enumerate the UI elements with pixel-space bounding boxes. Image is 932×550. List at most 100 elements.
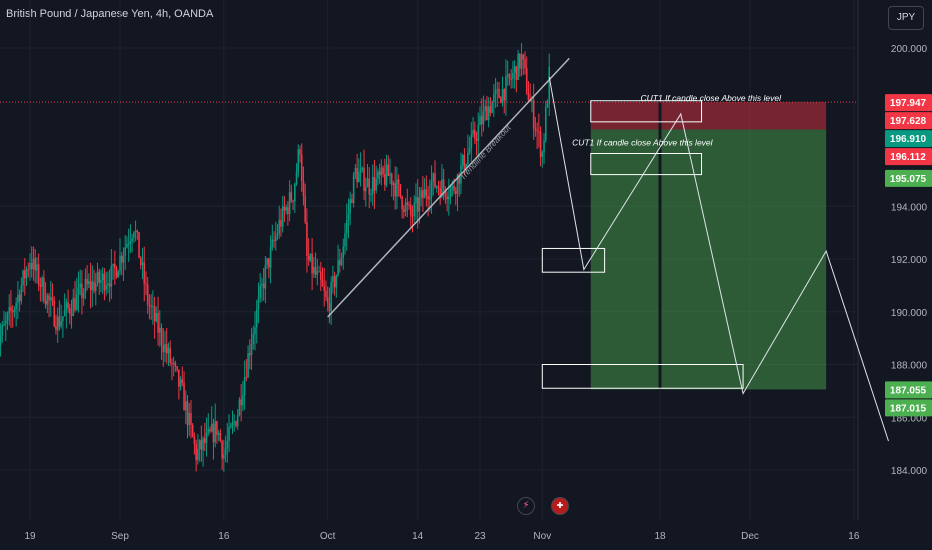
candle: [380, 159, 383, 186]
candle: [101, 266, 104, 294]
candle: [183, 371, 185, 411]
candle: [56, 307, 59, 343]
trendline[interactable]: [327, 57, 570, 318]
candle: [472, 117, 474, 138]
candle: [247, 345, 249, 379]
candle: [378, 163, 381, 184]
time-tick-label: 18: [654, 531, 666, 542]
mid-zone[interactable]: [590, 153, 703, 176]
candle: [512, 60, 514, 89]
candle: [332, 265, 334, 294]
candle: [240, 383, 242, 422]
projection-path[interactable]: [548, 76, 889, 442]
candle: [235, 420, 237, 428]
price-tick-label: 188.000: [891, 361, 928, 372]
candle: [145, 271, 147, 296]
candle: [435, 185, 438, 193]
candle: [209, 426, 211, 434]
time-tick-label: 14: [412, 531, 424, 542]
candle: [81, 270, 83, 315]
price-axis[interactable]: 200.000 194.000 192.000 190.000 188.000 186.0…: [891, 44, 928, 477]
candle: [119, 238, 121, 276]
candle: [221, 439, 223, 471]
candle: [131, 233, 133, 253]
chart-title: British Pound / Japanese Yen, 4h, OANDA: [6, 8, 214, 20]
candle: [499, 95, 502, 104]
candle: [477, 112, 480, 156]
candle: [287, 201, 289, 226]
time-tick-label: Oct: [320, 531, 336, 542]
candle: [418, 186, 421, 224]
time-axis[interactable]: 19 Sep 16 Oct 14 23 Nov 18 Dec 16: [24, 531, 859, 542]
candle: [143, 246, 146, 302]
candle: [43, 270, 45, 304]
candle: [494, 77, 497, 109]
candle: [390, 172, 393, 197]
candle: [127, 228, 130, 262]
bolt-icon[interactable]: ⚡: [517, 497, 535, 515]
candle: [133, 231, 135, 243]
candle: [361, 166, 364, 173]
candle: [384, 158, 386, 191]
candle: [527, 80, 530, 102]
candle: [470, 122, 473, 162]
candle: [37, 253, 40, 292]
candle: [146, 276, 149, 314]
trendline-label: Trendline Breakout: [457, 122, 513, 182]
candle: [134, 220, 137, 242]
candle: [74, 280, 76, 313]
candle: [506, 60, 509, 87]
stop-zone: [590, 102, 827, 130]
candle: [543, 133, 545, 164]
candle: [539, 126, 542, 167]
candle: [6, 311, 9, 331]
candle: [17, 281, 19, 320]
candle: [1, 320, 4, 343]
candle: [409, 197, 412, 227]
candle: [124, 234, 126, 271]
candle: [268, 258, 270, 279]
price-badge: 195.075: [885, 169, 932, 187]
candle: [103, 268, 106, 301]
candle: [482, 95, 485, 132]
candle: [8, 294, 11, 326]
candle: [22, 269, 24, 292]
candle: [411, 205, 414, 233]
currency-button[interactable]: JPY: [888, 6, 924, 30]
candle: [340, 252, 343, 267]
candle: [422, 176, 424, 212]
candle: [326, 286, 329, 312]
candle: [520, 43, 523, 77]
candle: [197, 433, 199, 465]
candle: [420, 186, 422, 207]
candle: [408, 201, 410, 210]
candle: [337, 244, 339, 277]
candle: [396, 167, 398, 210]
svg-text:197.628: 197.628: [890, 116, 927, 127]
candle: [449, 185, 452, 205]
candle: [62, 316, 64, 338]
left-zone[interactable]: [541, 247, 606, 273]
candle: [356, 153, 358, 188]
candle: [351, 193, 353, 204]
candle: [117, 270, 120, 278]
candle: [325, 280, 327, 301]
candle: [290, 184, 293, 203]
price-badge: 196.112: [885, 148, 932, 166]
candle: [24, 258, 26, 296]
candle: [51, 283, 54, 306]
target-zone[interactable]: [541, 364, 744, 389]
short-position-0[interactable]: [590, 102, 827, 390]
upper-zone[interactable]: [590, 100, 703, 123]
candle: [487, 97, 490, 128]
candle: [525, 56, 528, 95]
candle: [406, 188, 409, 218]
candle: [195, 439, 197, 472]
candle: [77, 271, 80, 313]
candle: [413, 195, 416, 223]
uk-flag-icon[interactable]: ✚: [551, 497, 569, 515]
candle: [432, 172, 435, 196]
candle: [65, 298, 68, 329]
time-tick-label: 16: [218, 531, 230, 542]
